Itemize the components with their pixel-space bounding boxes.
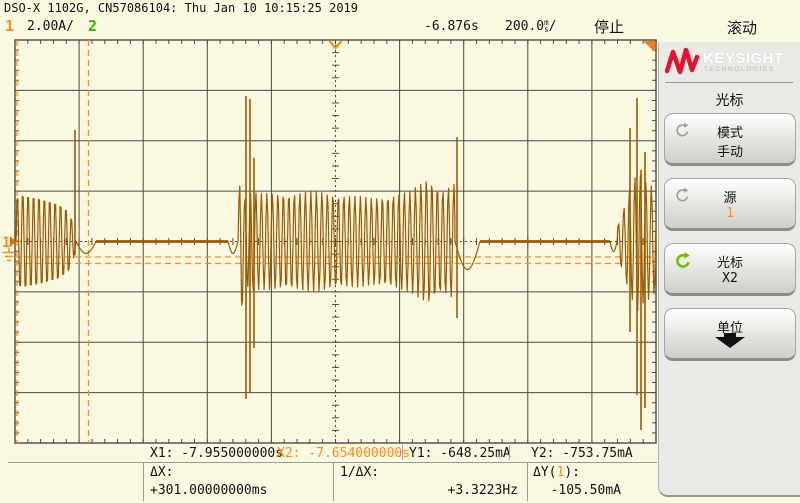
rotary-knob-icon (676, 122, 689, 137)
softkey-units-button[interactable]: 单位 (664, 308, 796, 361)
channel1-badge[interactable]: 1 (5, 17, 15, 35)
keysight-logo-icon (665, 47, 699, 75)
rotary-knob-icon-active (676, 252, 690, 268)
softkey-source-button[interactable]: 源 1 (664, 178, 796, 231)
channel2-badge[interactable]: 2 (88, 17, 98, 35)
softkey-label: 源 (723, 190, 737, 205)
delta-x-label: ΔX: (150, 465, 174, 480)
softkey-value: 1 (726, 206, 734, 221)
menu-down-arrow-icon (724, 333, 736, 338)
channel1-scale[interactable]: 2.00A/ (27, 19, 74, 34)
keysight-logo-subtext: TECHNOLOGIES (704, 66, 775, 73)
menu-title-cursor: 光标 (715, 92, 744, 108)
softkey-label: 模式 (716, 125, 743, 140)
cursor-y2-readout: Y2: -753.75mA (531, 446, 633, 461)
cursor-x2-readout: X2: -7.654000000s (277, 446, 411, 461)
softkey-mode-button[interactable]: 模式 手动 (664, 113, 796, 166)
softkey-label: 光标 (716, 255, 743, 270)
run-state-stop: 停止 (594, 19, 625, 36)
readout-divider (527, 462, 528, 501)
readout-separator (8, 462, 657, 463)
readout-divider (402, 445, 403, 460)
readout-divider (333, 462, 334, 501)
softkey-value: X2 (722, 271, 738, 286)
keysight-logo-text: KEYSIGHT (703, 50, 784, 67)
readout-divider (509, 445, 510, 460)
model-serial-datetime: DSO-X 1102G, CN57086104: Thu Jan 10 10:1… (4, 1, 359, 15)
acquisition-mode-roll: 滚动 (727, 20, 758, 37)
softkey-cursor-button[interactable]: 光标 X2 (664, 243, 796, 296)
softkey-value: 手动 (716, 144, 743, 159)
readout-divider (143, 462, 144, 501)
panel-separator (665, 82, 793, 83)
inverse-delta-x-label: 1/ΔX: (340, 465, 380, 480)
softkey-panel: KEYSIGHT TECHNOLOGIES 光标 模式 手动 源 1 光标 X2… (658, 42, 800, 497)
inverse-delta-x-value: +3.3223Hz (447, 483, 518, 498)
delta-x-value: +301.00000000ms (150, 483, 268, 498)
softkey-label: 单位 (716, 320, 743, 335)
delay-time: -6.876s (424, 19, 479, 34)
timebase-value: 200.0 (505, 19, 545, 34)
cursor-x1-readout: X1: -7.955000000s (150, 446, 284, 461)
delta-y-value: -105.50mA (550, 483, 621, 498)
timebase-scale: 200.0m s/ (505, 18, 557, 34)
cursor-y1-readout: Y1: -648.25mA (409, 446, 511, 461)
delta-y-label: ΔY(1): (533, 465, 580, 480)
svg-text:1: 1 (2, 235, 10, 251)
menu-down-arrow-icon (715, 337, 745, 348)
rotary-knob-icon (676, 187, 689, 202)
